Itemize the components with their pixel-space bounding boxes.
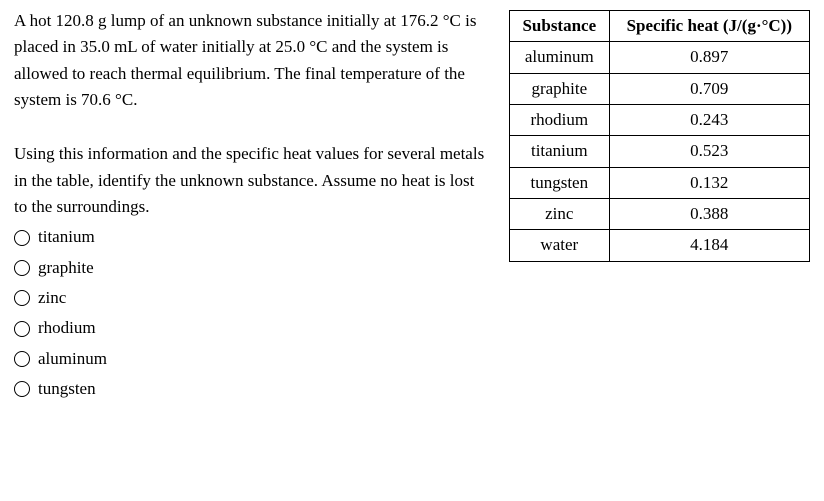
table-cell: aluminum [510,42,610,73]
radio-icon [14,321,30,337]
table-row: aluminum0.897 [510,42,810,73]
option-label: aluminum [38,346,107,372]
table-row: graphite0.709 [510,73,810,104]
option-label: tungsten [38,376,96,402]
option-label: rhodium [38,315,96,341]
question-paragraph-1: A hot 120.8 g lump of an unknown substan… [14,8,489,113]
option-rhodium[interactable]: rhodium [14,315,489,341]
radio-icon [14,381,30,397]
radio-icon [14,290,30,306]
option-graphite[interactable]: graphite [14,255,489,281]
table-header-specific-heat: Specific heat (J/(g·°C)) [609,11,809,42]
table-row: titanium0.523 [510,136,810,167]
table-header-substance: Substance [510,11,610,42]
specific-heat-table: Substance Specific heat (J/(g·°C)) alumi… [509,10,810,262]
table-row: water4.184 [510,230,810,261]
option-tungsten[interactable]: tungsten [14,376,489,402]
table-cell: 0.388 [609,199,809,230]
table-cell: 0.243 [609,105,809,136]
table-header-row: Substance Specific heat (J/(g·°C)) [510,11,810,42]
option-zinc[interactable]: zinc [14,285,489,311]
option-label: zinc [38,285,66,311]
table-cell: tungsten [510,167,610,198]
table-cell: zinc [510,199,610,230]
table-cell: water [510,230,610,261]
table-cell: 4.184 [609,230,809,261]
question-paragraph-2: Using this information and the specific … [14,141,489,220]
table-row: zinc0.388 [510,199,810,230]
radio-icon [14,260,30,276]
table-row: rhodium0.243 [510,105,810,136]
option-aluminum[interactable]: aluminum [14,346,489,372]
table-cell: 0.897 [609,42,809,73]
table-cell: 0.132 [609,167,809,198]
table-cell: 0.709 [609,73,809,104]
table-cell: 0.523 [609,136,809,167]
option-label: titanium [38,224,95,250]
option-label: graphite [38,255,94,281]
table-cell: titanium [510,136,610,167]
table-cell: graphite [510,73,610,104]
option-titanium[interactable]: titanium [14,224,489,250]
answer-options: titanium graphite zinc rhodium aluminum … [14,224,489,402]
radio-icon [14,351,30,367]
table-cell: rhodium [510,105,610,136]
radio-icon [14,230,30,246]
table-row: tungsten0.132 [510,167,810,198]
